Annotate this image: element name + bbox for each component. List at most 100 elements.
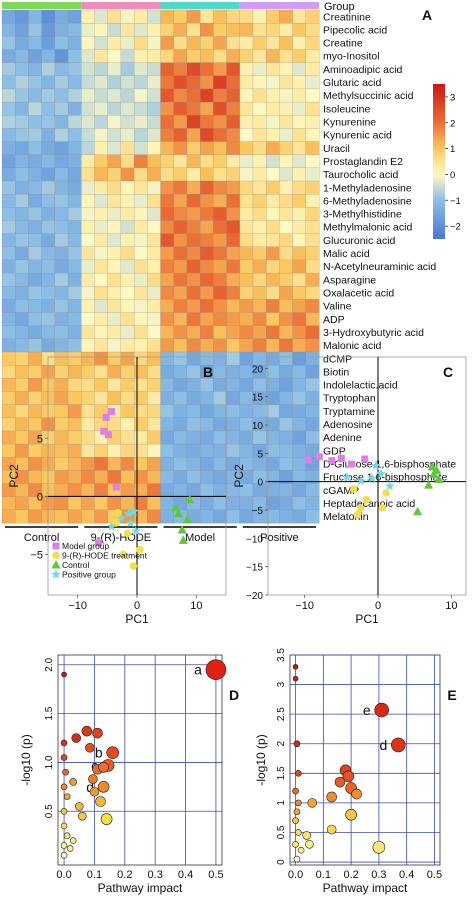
heatmap-cell (67, 443, 82, 458)
row-label: Glutaric acid (323, 77, 382, 89)
heatmap-cell (107, 391, 122, 406)
heatmap-cell (41, 246, 56, 261)
heatmap-cell (213, 259, 227, 274)
heatmap-cell (226, 378, 241, 392)
heatmap-cell (239, 62, 254, 77)
heatmap-cell (213, 141, 227, 156)
heatmap-cell (147, 194, 161, 208)
heatmap-cell (67, 88, 82, 103)
heatmap-cell (147, 88, 161, 103)
heatmap-cell (147, 286, 161, 300)
heatmap-cell (186, 88, 201, 103)
heatmap-cell (120, 167, 135, 182)
x-tick-label: 0.0 (56, 869, 71, 881)
heatmap-cell (94, 286, 109, 300)
heatmap-cell (305, 49, 320, 64)
heatmap-cell (107, 180, 122, 195)
heatmap-cell (81, 62, 95, 77)
heatmap-cell (1, 9, 16, 24)
heatmap-cell (133, 154, 148, 169)
point-star (125, 518, 136, 528)
pathway-bubble (106, 746, 119, 759)
pathway-bubble (66, 845, 74, 852)
heatmap-cell (133, 312, 148, 327)
heatmap-cell (28, 417, 43, 432)
point-star (131, 526, 141, 536)
heatmap-cell (15, 391, 29, 406)
heatmap-cell (173, 101, 188, 116)
heatmap-cell (120, 62, 135, 77)
heatmap-cell (186, 23, 201, 37)
heatmap-cell (54, 391, 69, 406)
heatmap-cell (279, 88, 294, 103)
heatmap-cell (81, 23, 95, 37)
heatmap-cell (94, 391, 109, 406)
heatmap-cell (67, 365, 82, 379)
point-triangle (51, 560, 61, 569)
heatmap-cell (41, 9, 56, 24)
heatmap-cell (81, 404, 95, 419)
heatmap-cell (94, 9, 109, 24)
heatmap-cell (67, 286, 82, 300)
heatmap-cell (67, 49, 82, 64)
heatmap-cell (213, 233, 227, 248)
heatmap-cell (226, 325, 241, 340)
heatmap-cell (226, 259, 241, 274)
pca-panel-c: −10 0 10 20 15 10 5 0 −5 −10 −15 −20 PC1 PC2 C (232, 356, 467, 626)
heatmap-cell (41, 23, 56, 37)
heatmap-cell (160, 207, 175, 221)
pathway-bubble (351, 788, 362, 800)
y-tick-label: −5 (252, 506, 264, 517)
heatmap-cell (67, 299, 82, 313)
heatmap-cell (133, 75, 148, 90)
row-label: myo-Inositol (323, 51, 380, 63)
heatmap-cell (213, 443, 227, 458)
heatmap-cell (28, 23, 43, 37)
pathway-bubble (293, 855, 301, 863)
heatmap-cell (239, 154, 254, 169)
heatmap-cell (81, 88, 95, 103)
heatmap-cell (1, 338, 16, 353)
heatmap-cell (54, 417, 69, 432)
heatmap-cell (226, 430, 241, 445)
y-tick-label: 20 (252, 364, 264, 375)
heatmap-cell (160, 404, 175, 419)
heatmap-cell (292, 325, 307, 340)
heatmap-cell (67, 207, 82, 221)
heatmap-cell (226, 49, 241, 64)
heatmap-cell (266, 220, 280, 235)
heatmap-cell (120, 141, 135, 156)
heatmap-cell (15, 101, 29, 116)
heatmap-cell (279, 378, 294, 392)
heatmap-cell (94, 88, 109, 103)
heatmap-cell (239, 128, 254, 142)
heatmap-cell (226, 141, 241, 156)
heatmap-cell (147, 49, 161, 64)
row-label: Adenosine (323, 419, 373, 431)
x-tick-label: 0.1 (87, 869, 102, 881)
heatmap-cell (173, 259, 188, 274)
heatmap-cell (279, 430, 294, 445)
heatmap-cell (107, 378, 122, 392)
y-tick-label: −10 (246, 534, 263, 545)
heatmap-cell (120, 115, 135, 129)
heatmap-cell (15, 272, 29, 287)
heatmap-cell (200, 167, 214, 182)
heatmap-cell (81, 430, 95, 445)
heatmap-cell (94, 36, 109, 50)
heatmap-cell (200, 128, 214, 142)
heatmap-cell (15, 36, 29, 50)
heatmap-cell (120, 470, 135, 484)
heatmap-cell (28, 338, 43, 353)
heatmap-cell (186, 115, 201, 129)
heatmap-cell (81, 509, 95, 524)
heatmap-cell (1, 23, 16, 37)
heatmap-cell (305, 115, 320, 129)
heatmap-cell (147, 180, 161, 195)
heatmap-cell (173, 88, 188, 103)
heatmap-cell (94, 483, 109, 498)
heatmap-cell (107, 457, 122, 471)
heatmap-cell (266, 272, 280, 287)
y-axis-label: -log10 (p) (254, 734, 268, 785)
heatmap-cell (305, 404, 320, 419)
